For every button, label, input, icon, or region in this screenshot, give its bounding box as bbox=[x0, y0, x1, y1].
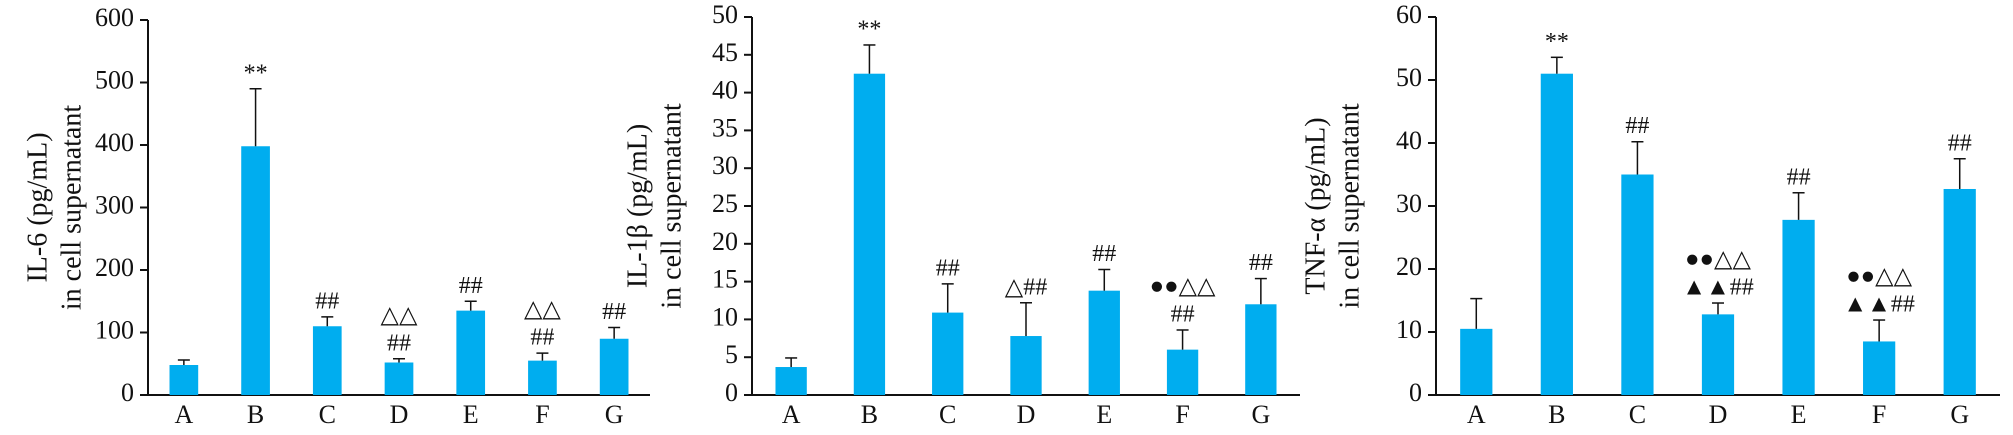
annotation: ## bbox=[1948, 130, 1972, 156]
x-tick-label: F bbox=[1872, 400, 1886, 429]
annotation: ## bbox=[1249, 250, 1273, 276]
bar bbox=[1166, 349, 1199, 395]
annotation: ## bbox=[530, 325, 554, 351]
y-tick-label: 200 bbox=[95, 253, 134, 282]
annotation: ## bbox=[1625, 113, 1649, 139]
annotation: △△ bbox=[524, 297, 561, 323]
y-tick-label: 300 bbox=[95, 190, 134, 219]
bar bbox=[1460, 328, 1493, 395]
annotation: ## bbox=[459, 273, 483, 299]
x-tick-label: A bbox=[1467, 400, 1486, 429]
y-tick-label: 40 bbox=[712, 76, 738, 105]
y-axis-label: IL-1β (pg/mL) bbox=[622, 124, 653, 288]
x-tick-label: B bbox=[1548, 400, 1565, 429]
annotation: ## bbox=[1787, 164, 1811, 190]
annotation: ▲▲## bbox=[1843, 292, 1915, 318]
annotation: ** bbox=[244, 60, 268, 86]
x-tick-label: A bbox=[174, 400, 193, 429]
y-tick-label: 5 bbox=[725, 340, 738, 369]
y-tick-label: 15 bbox=[712, 265, 738, 294]
y-tick-label: 60 bbox=[1396, 0, 1422, 29]
y-axis-label: in cell supernatant bbox=[656, 103, 687, 308]
annotation: ## bbox=[602, 299, 626, 325]
annotation: ## bbox=[936, 255, 960, 281]
y-tick-label: 400 bbox=[95, 128, 134, 157]
y-tick-label: 0 bbox=[725, 378, 738, 407]
y-tick-label: 20 bbox=[1396, 252, 1422, 281]
annotation: ●●△△ bbox=[1685, 247, 1751, 273]
annotation: ** bbox=[857, 16, 881, 42]
bar bbox=[241, 146, 270, 395]
y-tick-label: 10 bbox=[1396, 315, 1422, 344]
annotation: △△ bbox=[381, 302, 418, 328]
bar bbox=[1943, 188, 1976, 395]
x-tick-label: F bbox=[1175, 400, 1189, 429]
bar bbox=[384, 362, 414, 395]
annotation: △## bbox=[1005, 274, 1047, 300]
y-tick-label: 50 bbox=[712, 0, 738, 29]
x-tick-label: G bbox=[1251, 400, 1270, 429]
x-tick-label: G bbox=[1950, 400, 1969, 429]
y-tick-label: 600 bbox=[95, 3, 134, 32]
y-tick-label: 20 bbox=[712, 227, 738, 256]
y-tick-label: 30 bbox=[1396, 189, 1422, 218]
annotation: ## bbox=[387, 330, 411, 356]
y-tick-label: 30 bbox=[712, 151, 738, 180]
bar bbox=[1540, 73, 1573, 395]
x-tick-label: D bbox=[1017, 400, 1036, 429]
annotation: ## bbox=[1171, 301, 1195, 327]
bar bbox=[456, 310, 486, 395]
annotation: ●●△△ bbox=[1150, 273, 1216, 299]
bar bbox=[932, 312, 964, 395]
annotation: ** bbox=[1545, 29, 1569, 55]
annotation: ## bbox=[1092, 241, 1116, 267]
y-tick-label: 45 bbox=[712, 38, 738, 67]
bar bbox=[853, 73, 886, 395]
x-tick-label: A bbox=[782, 400, 801, 429]
x-tick-label: C bbox=[939, 400, 956, 429]
annotation: ▲▲## bbox=[1682, 275, 1754, 301]
y-axis-label: in cell supernatant bbox=[1334, 103, 1365, 308]
bar bbox=[1088, 290, 1120, 395]
bar bbox=[169, 365, 199, 395]
bar bbox=[1245, 304, 1277, 395]
x-tick-label: B bbox=[247, 400, 264, 429]
x-tick-label: C bbox=[1629, 400, 1646, 429]
annotation: ## bbox=[315, 288, 339, 314]
bar bbox=[528, 360, 557, 395]
bar bbox=[775, 367, 807, 395]
y-tick-label: 100 bbox=[95, 315, 134, 344]
y-tick-label: 25 bbox=[712, 189, 738, 218]
bar bbox=[1621, 174, 1654, 395]
bar bbox=[1782, 219, 1815, 395]
y-tick-label: 500 bbox=[95, 65, 134, 94]
y-tick-label: 50 bbox=[1396, 63, 1422, 92]
bar bbox=[312, 326, 342, 395]
x-tick-label: E bbox=[463, 400, 479, 429]
y-axis-label: in cell supernatant bbox=[56, 105, 87, 310]
y-tick-label: 10 bbox=[712, 302, 738, 331]
bar bbox=[1701, 314, 1735, 395]
bar bbox=[1863, 341, 1896, 395]
x-tick-label: E bbox=[1096, 400, 1112, 429]
y-tick-label: 40 bbox=[1396, 126, 1422, 155]
x-tick-label: B bbox=[861, 400, 878, 429]
x-tick-label: E bbox=[1791, 400, 1807, 429]
y-axis-label: TNF-α (pg/mL) bbox=[1300, 117, 1331, 294]
x-tick-label: D bbox=[390, 400, 409, 429]
x-tick-label: G bbox=[605, 400, 624, 429]
x-tick-label: D bbox=[1709, 400, 1728, 429]
x-tick-label: C bbox=[319, 400, 336, 429]
y-tick-label: 0 bbox=[1409, 378, 1422, 407]
annotation: ●●△△ bbox=[1846, 264, 1912, 290]
y-tick-label: 0 bbox=[121, 378, 134, 407]
x-tick-label: F bbox=[535, 400, 549, 429]
bar bbox=[1010, 336, 1042, 395]
y-axis-label: IL-6 (pg/mL) bbox=[22, 132, 53, 282]
y-tick-label: 35 bbox=[712, 113, 738, 142]
bar bbox=[599, 338, 629, 395]
